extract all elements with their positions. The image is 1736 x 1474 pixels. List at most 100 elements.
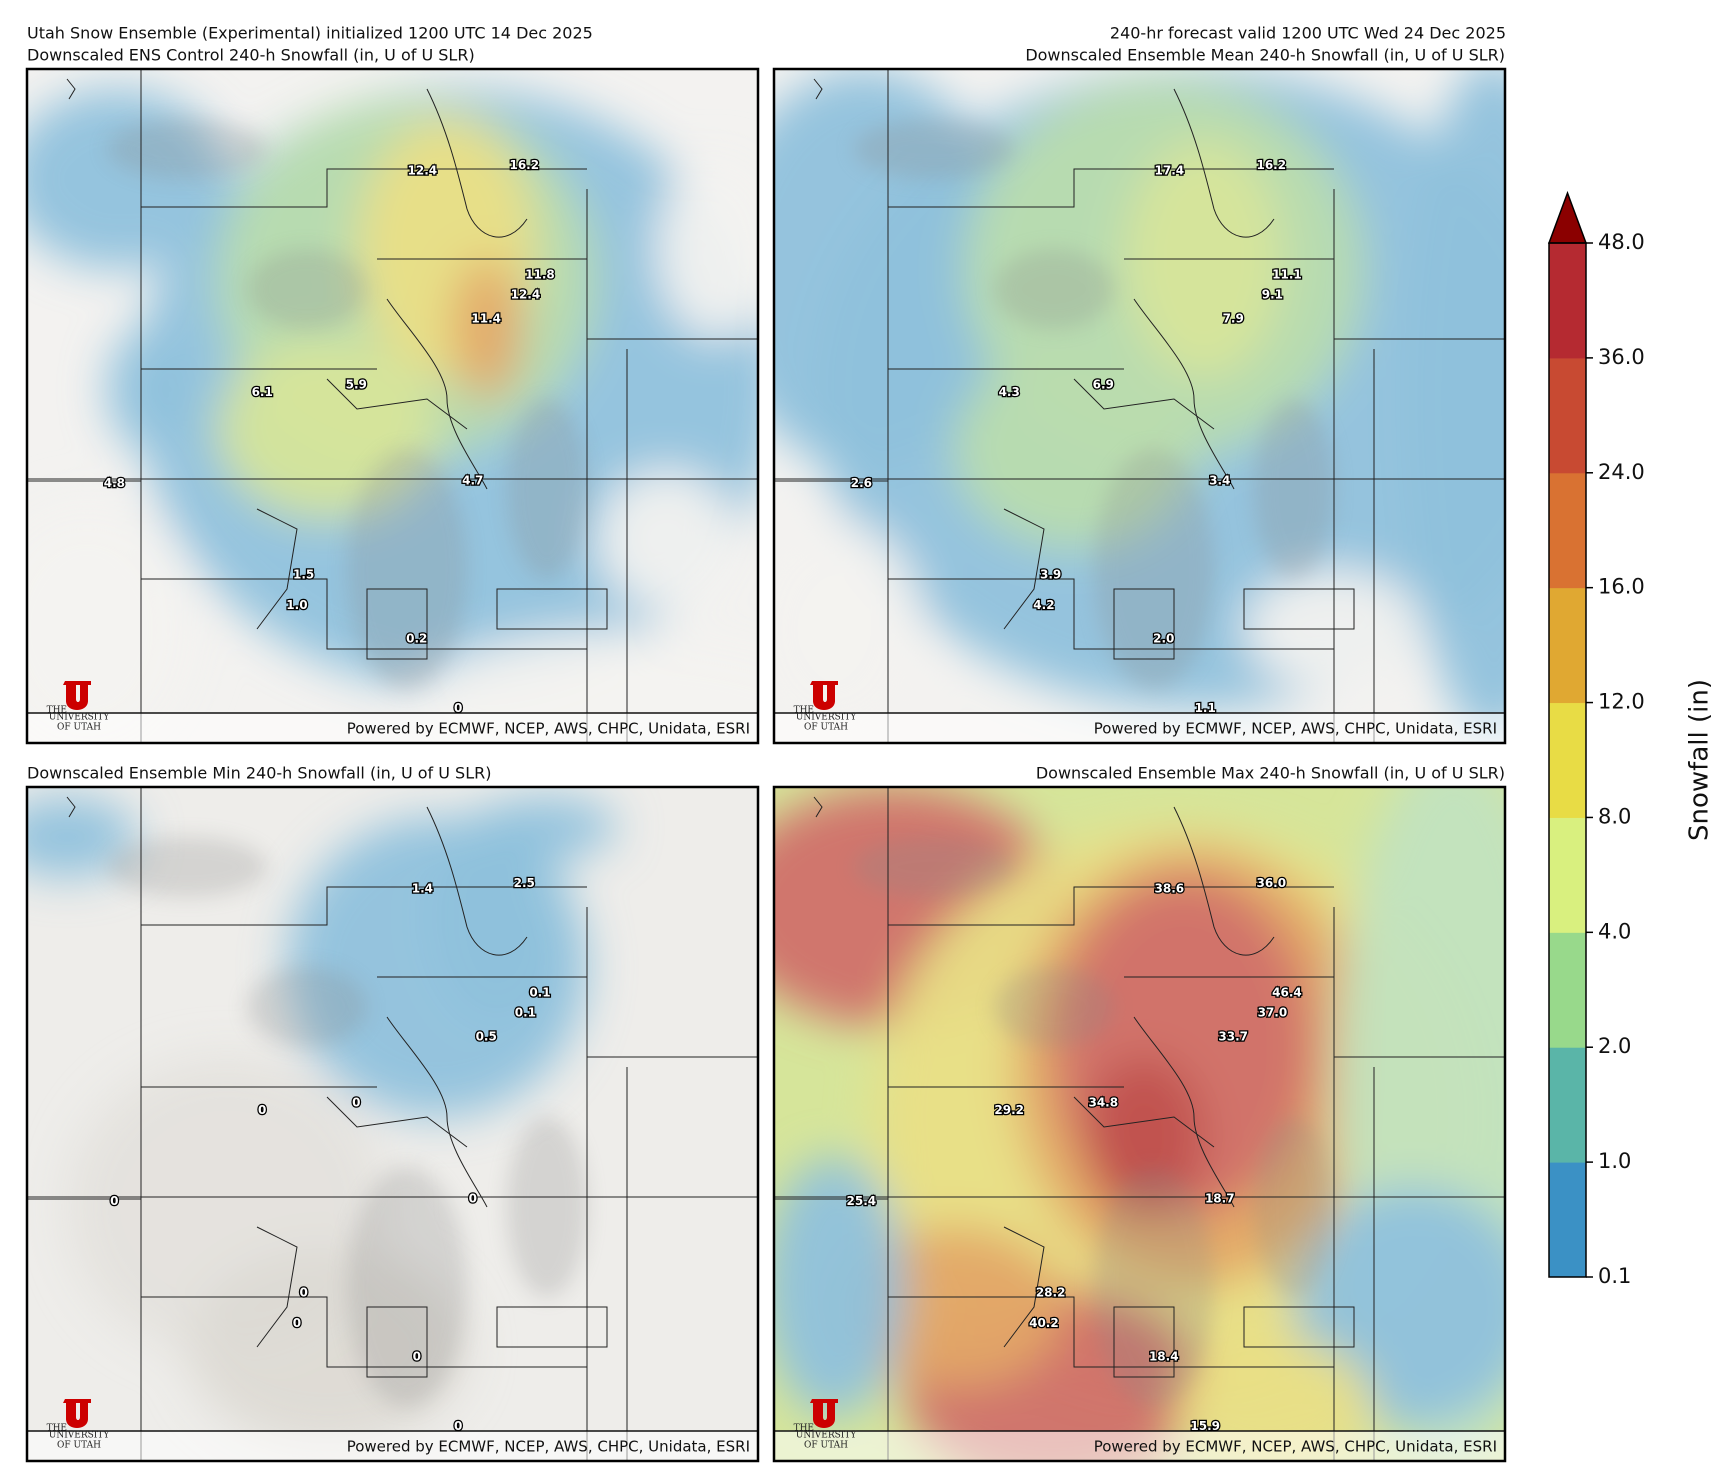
boundary	[1243, 1306, 1355, 1348]
relief	[994, 249, 1114, 329]
map-panel: Powered by ECMWF, NCEP, AWS, CHPC, Unida…	[772, 785, 1507, 1463]
colorbar-tick-label: 36.0	[1598, 345, 1645, 369]
snowfall-shade	[27, 89, 227, 269]
relief	[347, 449, 467, 689]
point-label: 16.2	[1256, 158, 1286, 172]
relief	[507, 399, 587, 579]
point-label: 34.8	[1088, 1095, 1118, 1109]
point-label: 0	[299, 1286, 307, 1300]
credit-band	[774, 713, 1505, 743]
boundary	[1073, 378, 1215, 430]
snowfall-shade	[427, 807, 567, 1027]
logo-text: OF UTAH	[804, 723, 848, 733]
relief	[1254, 1117, 1334, 1297]
map-panel: Powered by ECMWF, NCEP, AWS, CHPC, Unida…	[772, 67, 1507, 745]
colorbar-tick-label: 1.0	[1598, 1149, 1631, 1173]
boundary	[326, 378, 468, 430]
point-label: 40.2	[1029, 1316, 1059, 1330]
boundary	[386, 1016, 488, 1208]
panel-title: Downscaled Ensemble Min 240-h Snowfall (…	[27, 764, 491, 783]
colorbar-tick-label: 48.0	[1598, 230, 1645, 254]
point-label: 46.4	[1272, 986, 1302, 1000]
point-label: 18.7	[1205, 1192, 1235, 1206]
map-panel: Powered by ECMWF, NCEP, AWS, CHPC, Unida…	[25, 785, 760, 1463]
credit: Powered by ECMWF, NCEP, AWS, CHPC, Unida…	[347, 720, 750, 738]
boundary	[813, 796, 823, 818]
point-label: 0	[454, 701, 462, 715]
colorbar-segment	[1549, 357, 1586, 474]
logo-u	[63, 1399, 91, 1428]
relief	[994, 967, 1114, 1047]
point-label: 0.1	[529, 986, 550, 1000]
terrain-relief	[107, 837, 587, 1407]
boundary	[386, 298, 488, 490]
relief	[854, 837, 1014, 897]
snowfall-shade	[27, 797, 137, 877]
boundary	[66, 796, 76, 818]
point-label: 0	[293, 1316, 301, 1330]
boundary	[888, 578, 1334, 650]
panel-title: Downscaled ENS Control 240-h Snowfall (i…	[27, 46, 475, 65]
relief	[247, 249, 367, 329]
relief	[1094, 1167, 1214, 1407]
boundary	[1243, 588, 1355, 630]
point-label: 11.8	[525, 268, 555, 282]
colorbar-segment	[1549, 932, 1586, 1048]
colorbar-tick-label: 12.0	[1598, 690, 1645, 714]
terrain-relief	[854, 837, 1334, 1407]
colorbar-tick-label: 2.0	[1598, 1034, 1631, 1058]
point-label: 1.4	[412, 881, 433, 895]
point-label: 2.5	[514, 876, 535, 890]
relief	[347, 1167, 467, 1407]
point-label: 0	[352, 1095, 360, 1109]
boundary	[496, 588, 608, 630]
boundary	[426, 806, 528, 956]
point-label: 12.4	[408, 163, 438, 177]
logo-text: THE	[47, 706, 67, 716]
point-label: 16.2	[509, 158, 539, 172]
colorbar-frame	[1548, 242, 1587, 1278]
boundary	[426, 88, 528, 238]
boundary	[888, 1296, 1334, 1368]
point-label: 4.3	[999, 385, 1020, 399]
snowfall-shade	[1404, 69, 1505, 739]
relief	[507, 1117, 587, 1297]
panel-frame	[25, 785, 760, 1463]
boundary	[1113, 588, 1175, 660]
boundary	[813, 78, 823, 100]
credit: Powered by ECMWF, NCEP, AWS, CHPC, Unida…	[1094, 1438, 1497, 1456]
logo-u	[810, 1399, 838, 1428]
relief	[854, 119, 1014, 179]
relief	[107, 837, 267, 897]
colorbar-segment	[1549, 1047, 1586, 1163]
point-label: 5.9	[346, 377, 367, 391]
boundary	[66, 78, 76, 100]
point-label: 12.4	[511, 288, 541, 302]
logo-text: UNIVERSITY	[49, 713, 111, 723]
boundary	[1133, 1016, 1235, 1208]
boundary	[1133, 298, 1235, 490]
point-label: 9.1	[1262, 288, 1283, 302]
colorbar-tick-label: 4.0	[1598, 919, 1631, 943]
point-label: 25.4	[847, 1194, 877, 1208]
boundary	[366, 1306, 428, 1378]
point-label: 0.5	[476, 1029, 497, 1043]
header-right: 240-hr forecast valid 1200 UTC Wed 24 De…	[1110, 24, 1506, 43]
point-label: 11.1	[1272, 268, 1302, 282]
point-label: 4.2	[1033, 598, 1054, 612]
logo-text: UNIVERSITY	[49, 1431, 111, 1441]
point-label: 15.9	[1190, 1419, 1220, 1433]
boundary	[1073, 1096, 1215, 1148]
point-label: 2.0	[1153, 632, 1174, 646]
credit-band	[27, 1431, 758, 1461]
point-label: 0	[454, 1419, 462, 1433]
boundary	[326, 1096, 468, 1148]
point-label: 29.2	[994, 1103, 1024, 1117]
map-panel: Powered by ECMWF, NCEP, AWS, CHPC, Unida…	[25, 67, 760, 745]
relief	[1254, 399, 1334, 579]
point-label: 17.4	[1155, 163, 1185, 177]
relief	[107, 119, 267, 179]
panel-frame	[772, 67, 1507, 745]
point-label: 4.7	[462, 474, 483, 488]
